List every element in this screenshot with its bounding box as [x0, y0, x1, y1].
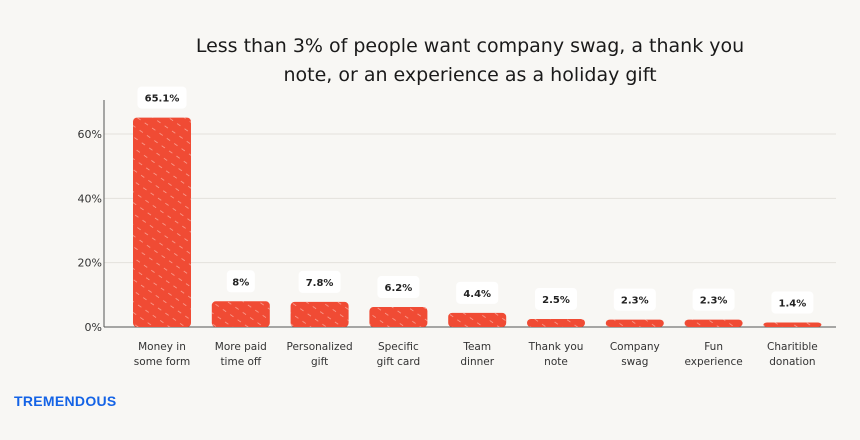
- x-tick-label: note: [544, 356, 568, 368]
- data-label-box: [771, 291, 814, 314]
- bar-texture: [211, 301, 270, 327]
- data-label-box: [692, 288, 735, 311]
- bar-texture: [133, 117, 191, 327]
- data-label: 2.3%: [621, 296, 649, 307]
- x-tick-label: Team: [462, 341, 491, 353]
- x-tick-label: experience: [684, 356, 742, 368]
- data-label: 4.4%: [463, 289, 491, 300]
- data-label-box: [456, 281, 499, 304]
- data-label: 65.1%: [145, 94, 180, 105]
- y-tick-label: 40%: [78, 192, 102, 205]
- data-label: 1.4%: [779, 298, 807, 309]
- bar-texture: [369, 307, 428, 327]
- bar-texture: [684, 319, 743, 327]
- x-tick-label: swag: [621, 356, 648, 368]
- y-tick-label: 0%: [85, 321, 102, 334]
- x-tick-label: time off: [220, 356, 261, 368]
- x-tick-label: gift card: [377, 356, 421, 368]
- x-tick-label: dinner: [460, 356, 494, 368]
- tremendous-logo: TREMENDOUS: [14, 393, 117, 409]
- data-label-box: [137, 86, 187, 109]
- x-tick-label: Money in: [138, 341, 186, 353]
- y-tick-label: 60%: [78, 128, 102, 141]
- bar-texture: [527, 318, 585, 327]
- data-label: 6.2%: [385, 283, 413, 294]
- x-tick-label: gift: [311, 356, 328, 368]
- data-label: 2.5%: [542, 295, 570, 306]
- x-tick-label: More paid: [215, 341, 267, 353]
- x-tick-label: donation: [769, 356, 815, 368]
- data-label-box: [298, 270, 341, 293]
- x-tick-label: some form: [134, 356, 190, 368]
- data-label-box: [535, 287, 577, 310]
- x-tick-label: Company: [610, 341, 660, 353]
- data-label: 7.8%: [306, 278, 334, 289]
- data-label: 2.3%: [700, 296, 728, 307]
- y-tick-label: 20%: [78, 257, 102, 270]
- x-tick-label: Charitible: [767, 341, 818, 353]
- data-label-box: [377, 276, 420, 299]
- x-tick-label: Personalized: [286, 341, 352, 353]
- x-tick-label: Thank you: [528, 341, 584, 353]
- bar-texture: [448, 312, 507, 327]
- x-tick-label: Specific: [378, 341, 419, 353]
- data-label-box: [613, 288, 656, 311]
- data-label-box: [226, 270, 255, 293]
- x-tick-label: Fun: [704, 341, 723, 353]
- bar-texture: [605, 319, 664, 327]
- bar-texture: [763, 322, 822, 327]
- data-label: 8%: [232, 277, 249, 288]
- bar-texture: [290, 301, 349, 327]
- chart-title: Less than 3% of people want company swag…: [195, 35, 745, 86]
